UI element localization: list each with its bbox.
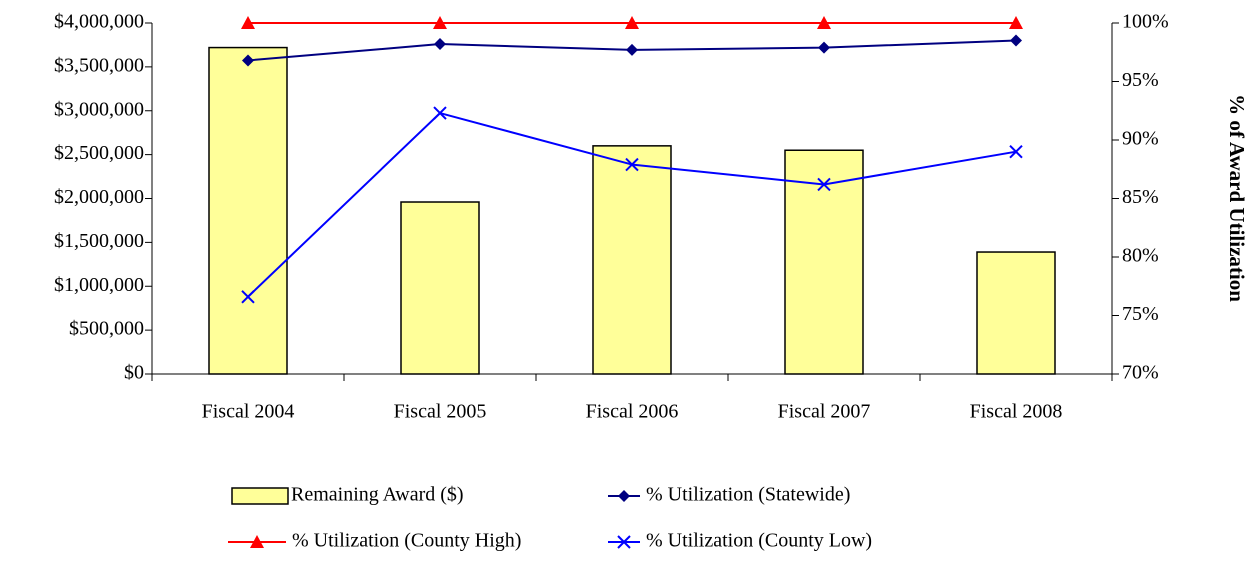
point-marker [1009,144,1023,159]
y-tick-label: $2,000,000 [54,186,144,208]
point-marker [818,41,830,54]
y-tick-label: $2,500,000 [54,142,144,164]
y-tick-label: $3,000,000 [54,98,144,120]
point-marker [241,16,255,29]
y2-tick-label: 80% [1122,245,1159,267]
y2-tick-label: 85% [1122,186,1159,208]
y-tick-label: $500,000 [69,318,144,340]
y2-tick-label: 95% [1122,69,1159,91]
point-marker [1010,34,1022,47]
bar [400,201,480,375]
y-tick-label: $0 [124,362,144,384]
y2-tick-label: 75% [1122,303,1159,325]
point-marker [817,16,831,29]
point-marker [434,38,446,51]
legend-label: % Utilization (Statewide) [646,484,850,506]
y-tick-label: $1,500,000 [54,230,144,252]
x-tick-label: Fiscal 2005 [394,401,487,423]
legend-label: Remaining Award ($) [291,484,464,506]
legend-marker [250,535,264,548]
x-tick-label: Fiscal 2008 [970,401,1063,423]
bar [592,145,672,375]
point-marker [1009,16,1023,29]
bar [208,46,288,375]
bar [976,251,1056,375]
y2-tick-label: 100% [1122,11,1169,33]
legend-label: % Utilization (County Low) [646,530,872,552]
y-tick-label: $3,500,000 [54,54,144,76]
x-tick-label: Fiscal 2007 [778,401,871,423]
y2-axis-title: % of Award Utilization [1225,94,1249,302]
legend-marker [618,490,630,502]
point-marker [433,16,447,29]
y2-tick-label: 70% [1122,362,1159,384]
point-marker [242,54,254,67]
point-marker [817,177,831,192]
y-tick-label: $4,000,000 [54,11,144,33]
point-marker [241,290,255,304]
legend-label: % Utilization (County High) [292,530,521,552]
x-tick-label: Fiscal 2004 [202,401,295,423]
point-marker [626,43,638,56]
x-tick-label: Fiscal 2006 [586,401,679,423]
y-tick-label: $1,000,000 [54,274,144,296]
point-marker [625,16,639,29]
y2-tick-label: 90% [1122,128,1159,150]
point-marker [625,157,639,172]
bar [784,149,864,375]
legend-marker [617,535,631,549]
point-marker [433,106,447,120]
legend-swatch [231,487,289,505]
